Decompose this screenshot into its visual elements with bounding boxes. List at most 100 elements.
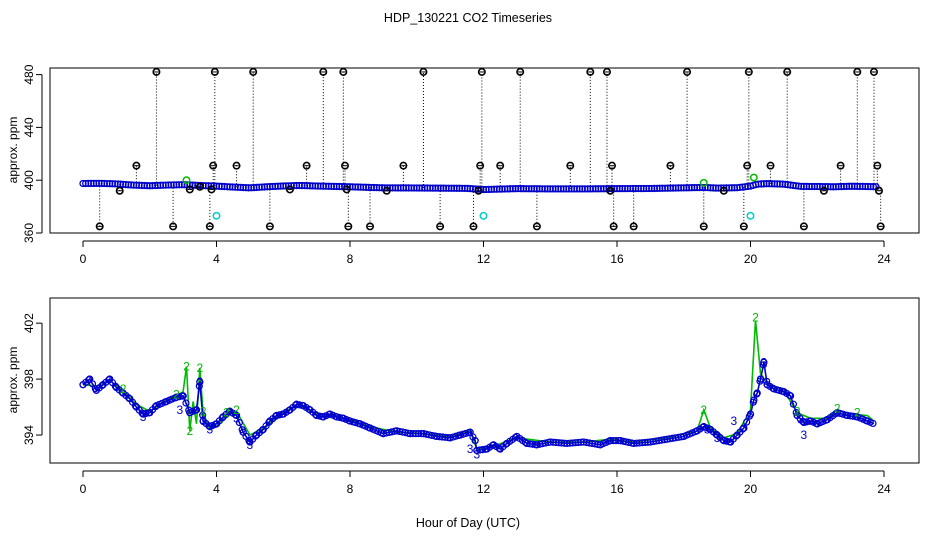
green-label: 2 [196, 361, 203, 375]
spike-point [606, 186, 615, 195]
baseline-point [274, 182, 282, 190]
baseline-point [143, 181, 151, 190]
green-label: 2 [120, 382, 127, 396]
baseline-point [586, 185, 594, 193]
baseline-point [773, 180, 781, 188]
blue-point [131, 402, 139, 410]
spike-point [169, 222, 178, 231]
green-point [182, 176, 191, 185]
baseline-point [618, 184, 626, 193]
spike-point [874, 186, 883, 195]
blue-point [541, 439, 550, 447]
baseline-point [159, 181, 167, 189]
baseline-point [365, 183, 373, 192]
spike-point [869, 67, 878, 76]
spike-point [739, 222, 748, 231]
baseline-point [682, 184, 691, 192]
baseline-point [308, 182, 317, 190]
bottom-x-axis: 0 4 8 12 16 20 24 [80, 470, 891, 496]
baseline-point [298, 181, 306, 190]
baseline-point [567, 185, 576, 193]
cyan-point [212, 211, 221, 220]
spike-point [586, 67, 595, 76]
baseline-point [354, 183, 362, 191]
baseline-point [316, 182, 325, 190]
baseline-point [242, 184, 250, 192]
baseline-point [236, 183, 245, 192]
spike-point [399, 161, 408, 170]
blue-point [205, 422, 213, 430]
baseline-point [546, 185, 554, 193]
blue-point [175, 393, 183, 401]
spike-point [532, 222, 541, 231]
baseline-point [797, 182, 805, 191]
baseline-point [642, 184, 651, 193]
baseline-point [442, 184, 450, 192]
blue-label: 3 [761, 355, 768, 369]
baseline-point [170, 181, 178, 189]
blue-point [521, 438, 529, 446]
top-panel: 0 4 8 12 16 20 24 360 400 440 480 approx. ppm [6, 64, 920, 266]
baseline-point [106, 180, 114, 188]
baseline-point [407, 184, 416, 192]
baseline-point [533, 185, 541, 193]
baseline-point [610, 185, 618, 193]
baseline-point [351, 183, 359, 191]
spike-point [476, 161, 485, 170]
baseline-point [135, 181, 143, 189]
baseline-point [712, 184, 720, 192]
green-label: 2 [183, 360, 190, 374]
baseline-point [399, 184, 408, 192]
blue-point [719, 436, 727, 444]
baseline-point [172, 181, 181, 189]
baseline-point [824, 183, 832, 191]
baseline-point [487, 185, 496, 194]
blue-point [799, 417, 807, 426]
baseline-point [688, 184, 696, 192]
baseline-point [148, 181, 157, 190]
baseline-point [234, 183, 242, 191]
blue-label: 3 [801, 428, 808, 442]
spike-point [743, 161, 752, 170]
blue-point [849, 412, 857, 420]
baseline-point [832, 183, 840, 191]
baseline-point [514, 185, 522, 193]
baseline-point [421, 184, 429, 192]
baseline-point [810, 182, 819, 191]
blue-label: 3 [467, 442, 474, 456]
baseline-point [479, 185, 488, 194]
baseline-point [180, 181, 189, 189]
blue-point [315, 412, 324, 420]
blue-label: 3 [140, 410, 147, 424]
chart-title: HDP_130221 CO2 Timeseries [384, 11, 552, 25]
blue-point [786, 392, 795, 400]
baseline-point [108, 180, 117, 188]
blue-point [417, 430, 426, 438]
baseline-point [501, 185, 509, 193]
spike-point [339, 67, 348, 76]
blue-point [401, 429, 409, 437]
baseline-point [632, 184, 640, 193]
baseline-point [295, 181, 303, 190]
baseline-point [276, 182, 285, 190]
spike-point [876, 222, 885, 231]
baseline-point [402, 184, 410, 192]
spike-point [436, 222, 445, 231]
blue-point [232, 411, 241, 420]
baseline-point [493, 185, 501, 193]
baseline-point [164, 181, 173, 189]
baseline-point [634, 184, 643, 193]
blue-point [196, 378, 204, 386]
spike-point [799, 222, 808, 231]
baseline-point [415, 184, 424, 192]
spike-point [873, 161, 882, 170]
baseline-point [319, 182, 327, 190]
baseline-point [429, 184, 437, 192]
spike-point [207, 185, 216, 194]
baseline-point [132, 181, 141, 189]
baseline-point [522, 185, 530, 193]
blue-point [271, 412, 280, 420]
spike-point [366, 222, 375, 231]
spike-point [699, 222, 708, 231]
